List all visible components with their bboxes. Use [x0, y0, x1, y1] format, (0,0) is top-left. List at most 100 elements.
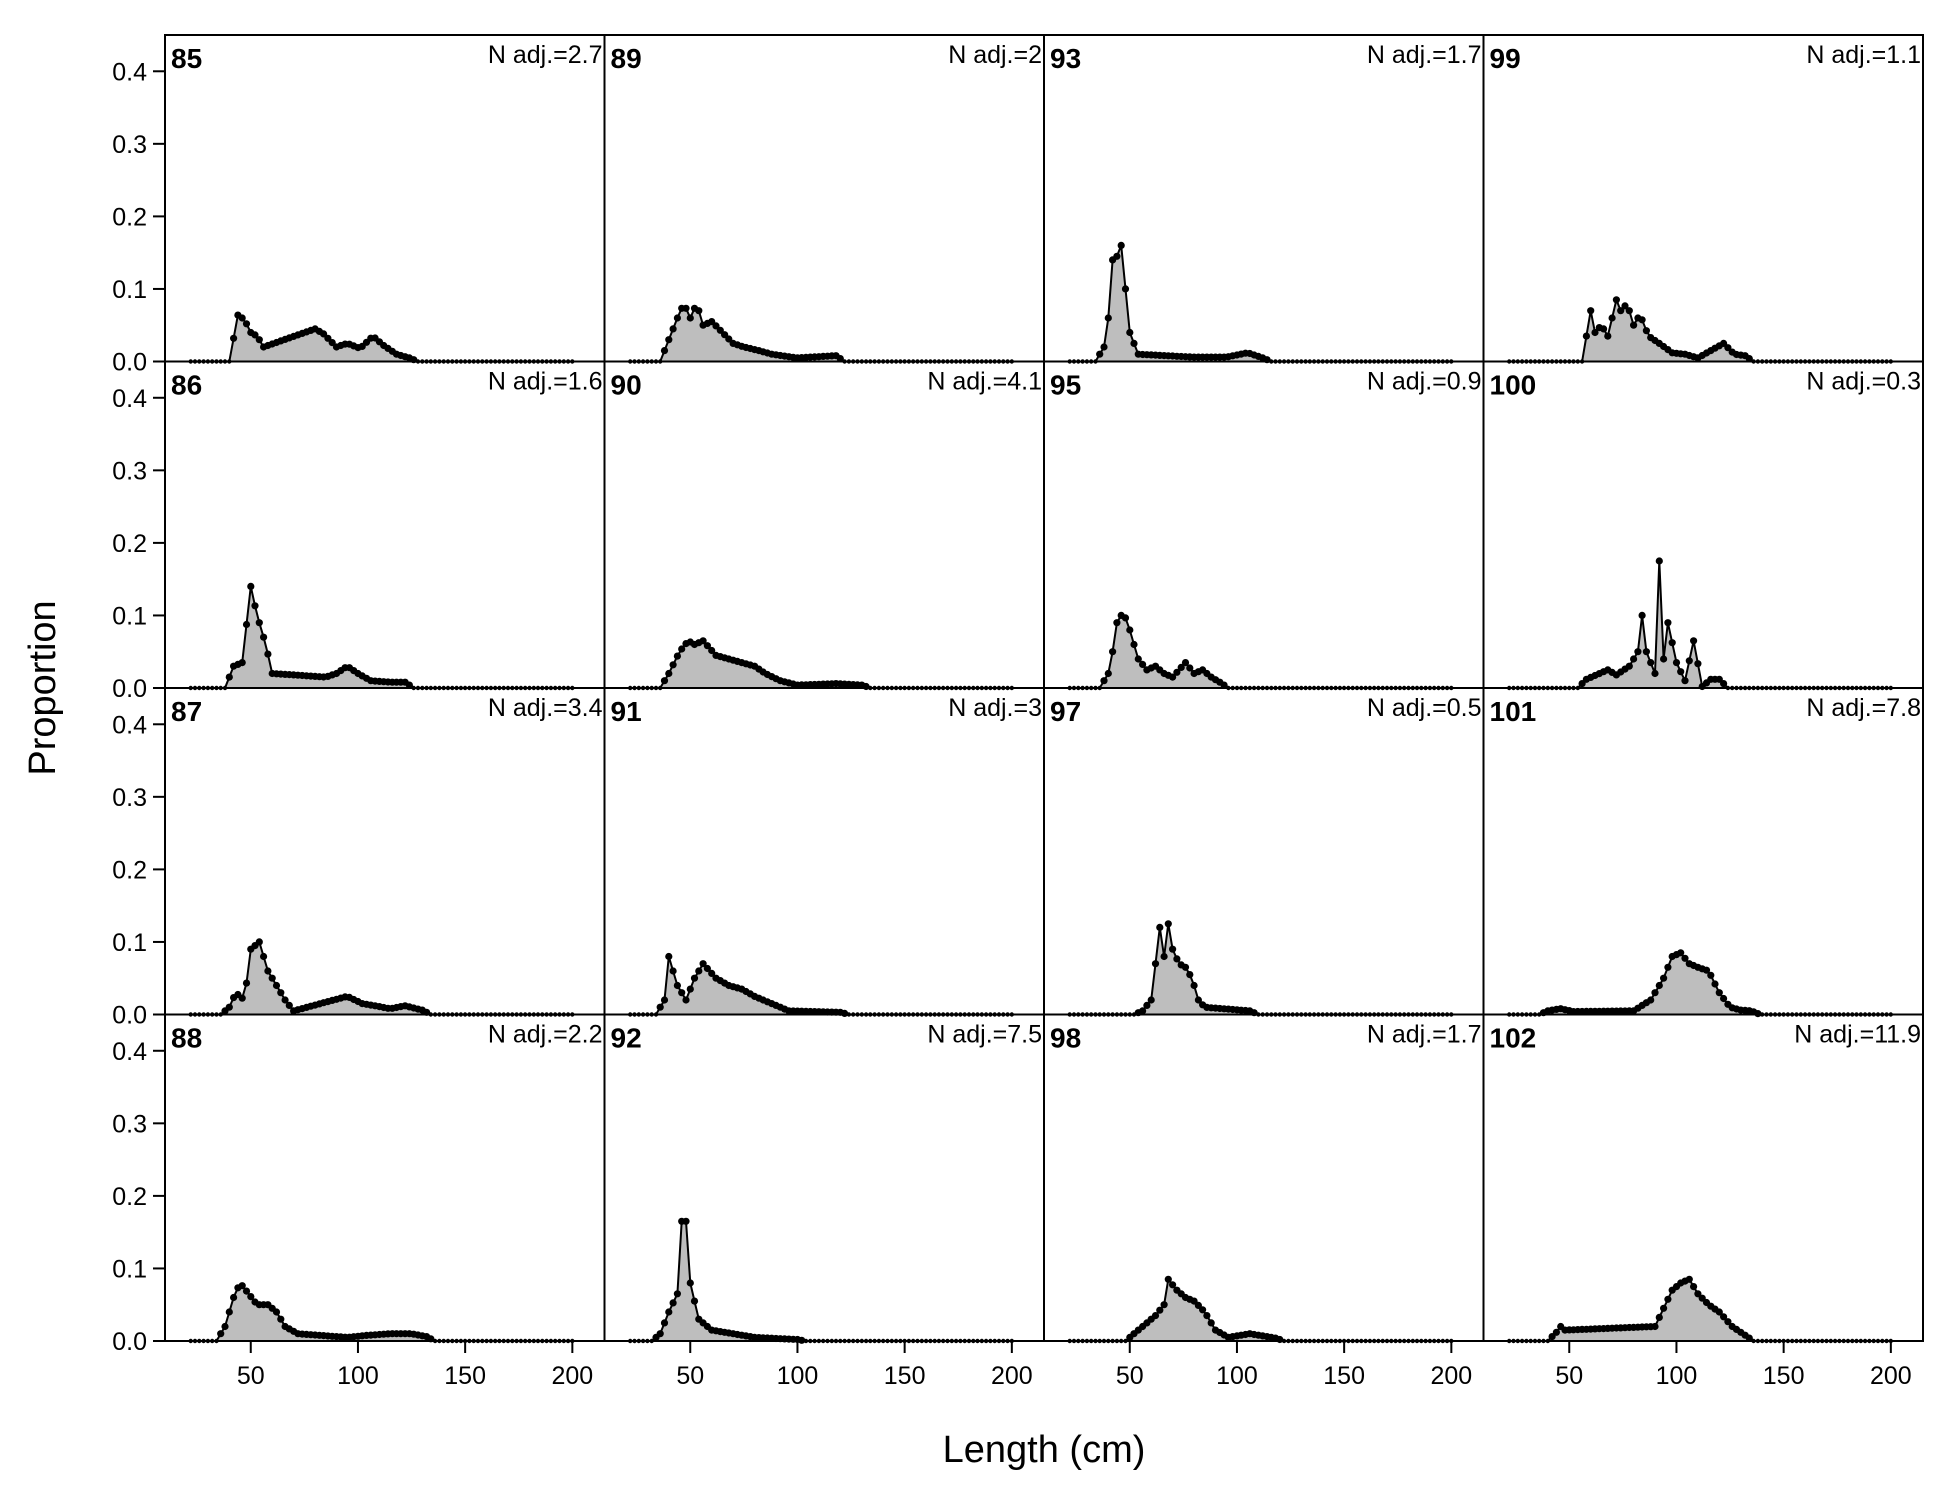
data-point: [1130, 640, 1138, 649]
data-point: [242, 620, 251, 629]
data-point: [1724, 344, 1732, 352]
y-tick-label: 0.0: [112, 349, 147, 377]
series-line: [1509, 296, 1891, 363]
panel-87: 87 N adj.=3.4: [171, 694, 603, 1017]
panel-label: 93: [1050, 43, 1081, 74]
data-point: [665, 336, 673, 344]
series-line: [1069, 923, 1452, 1016]
panel-99: 99 N adj.=1.1: [1490, 41, 1921, 364]
data-point: [1617, 307, 1625, 315]
panel-frame: [164, 687, 606, 1016]
data-point: [247, 1293, 255, 1301]
n-adj-label: N adj.=1.7: [1367, 1021, 1482, 1049]
data-point: [1109, 648, 1117, 656]
data-point: [665, 669, 673, 678]
data-point: [1720, 994, 1728, 1003]
data-point: [716, 326, 724, 334]
data-point: [1664, 1295, 1672, 1303]
data-point: [699, 637, 707, 645]
data-point: [690, 974, 699, 982]
data-point: [1096, 350, 1104, 358]
panel-frame: [1043, 1013, 1485, 1342]
data-point: [1711, 980, 1719, 988]
y-axis-label: Proportion: [22, 600, 64, 775]
y-tick-label: 0.3: [112, 131, 147, 159]
data-point: [1173, 668, 1181, 676]
data-point: [660, 1319, 669, 1327]
data-point: [1664, 619, 1672, 627]
data-point: [708, 969, 716, 978]
y-tick-label: 0.2: [112, 856, 147, 884]
panel-label: 90: [611, 370, 642, 401]
data-point: [1642, 327, 1650, 335]
data-point: [260, 633, 268, 641]
n-adj-label: N adj.=0.9: [1367, 368, 1482, 396]
data-point: [1104, 314, 1112, 322]
data-point: [656, 1003, 664, 1011]
data-point: [1199, 1306, 1207, 1314]
data-point: [1655, 1313, 1663, 1321]
data-point: [1651, 1322, 1659, 1331]
data-point: [1156, 1306, 1164, 1314]
data-point: [1160, 952, 1168, 961]
panel-label: 102: [1490, 1023, 1537, 1054]
data-point: [255, 619, 263, 627]
y-tick-label: 0.1: [112, 929, 147, 957]
data-point: [1660, 1304, 1668, 1312]
data-point: [1139, 1007, 1147, 1015]
data-point: [320, 330, 328, 338]
data-point: [1612, 296, 1620, 304]
data-point: [1139, 660, 1147, 669]
data-point: [669, 661, 677, 669]
data-point: [1681, 677, 1689, 685]
panel-frame: [1043, 687, 1485, 1016]
area-fill: [630, 308, 1012, 362]
data-point: [1186, 664, 1194, 672]
data-point: [682, 996, 690, 1004]
y-tick-label: 0.0: [112, 1002, 147, 1030]
data-point: [1720, 1313, 1728, 1321]
data-point: [725, 335, 733, 343]
data-point: [1685, 1275, 1693, 1283]
y-tick-label: 0.3: [112, 1110, 147, 1138]
data-point: [1655, 557, 1663, 565]
panel-label: 97: [1050, 696, 1081, 727]
data-point: [665, 952, 673, 961]
panel-frame: [164, 34, 606, 363]
data-point: [217, 1330, 225, 1338]
data-point: [1745, 1334, 1753, 1342]
y-tick-label: 0.0: [112, 675, 147, 703]
data-point: [1151, 1312, 1160, 1320]
data-point: [1647, 659, 1655, 667]
axes-layer: 0.0 0.1 0.2 0.3 0.4 0.0 0.1 0.2 0.3 0.4 0.0 0.1 0.2 0…: [112, 58, 1911, 1390]
data-point: [1621, 302, 1629, 310]
data-point: [328, 339, 336, 347]
data-point: [1720, 680, 1728, 688]
panel-label: 91: [611, 696, 642, 727]
panels-layer: 85 N adj.=2.7 86 N adj.=1.6 87 N adj.=3.4 88 N …: [171, 41, 1921, 1344]
panel-frame: [1482, 34, 1924, 363]
data-point: [1634, 648, 1642, 656]
panel-86: 86 N adj.=1.6: [171, 368, 603, 691]
data-point: [1638, 611, 1646, 620]
data-point: [230, 334, 238, 342]
data-point: [242, 320, 251, 328]
panel-frame: [164, 360, 606, 689]
frame-layer: [164, 34, 1924, 1342]
y-tick-label: 0.4: [112, 1038, 147, 1066]
data-point: [268, 974, 276, 982]
data-point: [1117, 241, 1125, 249]
panel-label: 101: [1490, 696, 1537, 727]
data-point: [247, 582, 255, 591]
x-tick-label: 50: [1555, 1362, 1583, 1390]
n-adj-label: N adj.=7.8: [1806, 694, 1921, 722]
data-point: [656, 1330, 664, 1338]
data-point: [699, 960, 707, 968]
data-point: [255, 336, 263, 344]
data-point: [272, 1308, 281, 1316]
data-point: [836, 355, 844, 363]
n-adj-label: N adj.=3: [948, 694, 1042, 722]
panel-label: 87: [171, 696, 202, 727]
panel-85: 85 N adj.=2.7: [171, 41, 603, 364]
data-point: [272, 981, 281, 990]
